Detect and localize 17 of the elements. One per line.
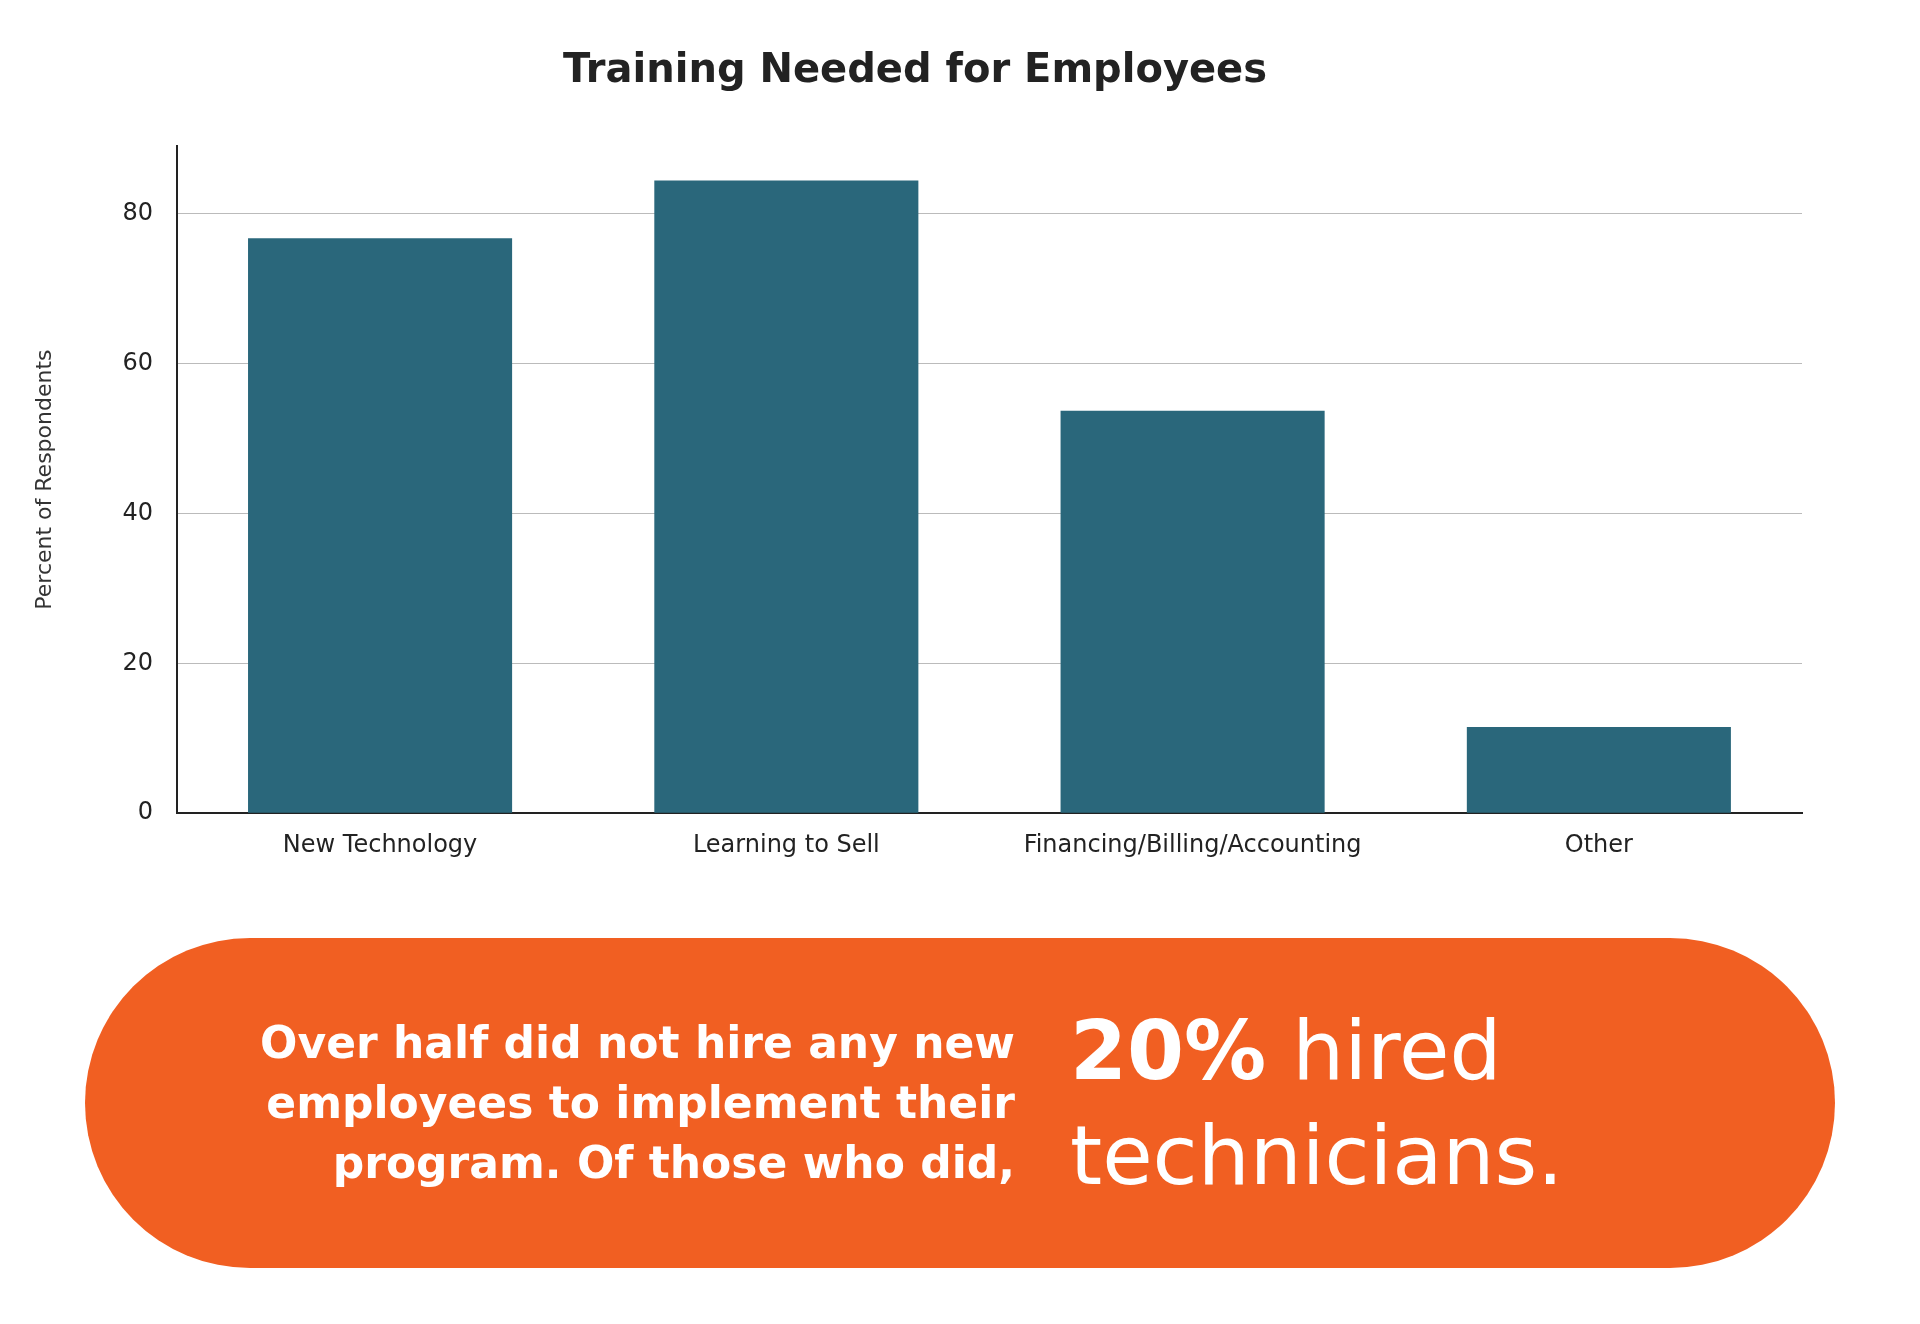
y-axis-title: Percent of Respondents [30,349,56,610]
bar [1466,726,1731,813]
y-tick-label: 0 [137,797,153,826]
bar [1060,410,1325,813]
y-tick-label: 20 [122,647,153,676]
chart-title: Training Needed for Employees [562,45,1268,92]
x-tick-label: Financing/Billing/Accounting [1023,829,1362,858]
y-tick-label: 60 [122,347,153,376]
y-tick-label: 40 [122,497,153,526]
bar [248,238,513,813]
x-tick-label: Learning to Sell [692,829,880,858]
y-tick-label: 80 [122,197,153,226]
text: 20% hired technicians. [1070,1002,1565,1205]
bar [654,180,919,813]
text: Over half did not hire any new employees to implement their program. Of those who did, [259,1016,1015,1190]
x-tick-label: New Technology [282,829,478,858]
x-tick-label: Other [1564,829,1634,858]
